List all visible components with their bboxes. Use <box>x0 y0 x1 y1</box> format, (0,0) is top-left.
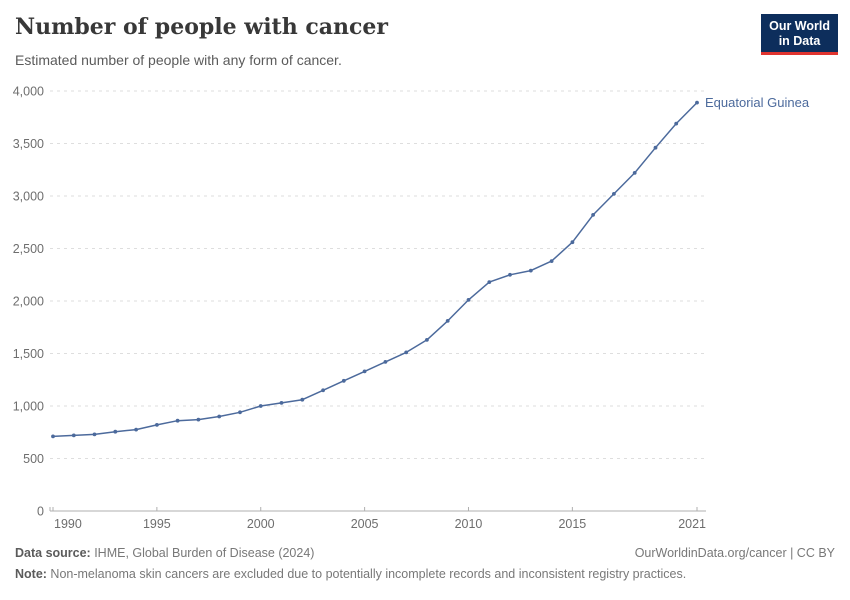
y-tick-label: 1,500 <box>13 347 44 361</box>
data-point[interactable] <box>196 417 201 422</box>
owid-logo-line1: Our World <box>769 19 830 33</box>
y-tick-label: 2,500 <box>13 242 44 256</box>
note-line: Note: Non-melanoma skin cancers are excl… <box>15 567 835 581</box>
y-tick-label: 1,000 <box>13 400 44 414</box>
data-point[interactable] <box>466 298 471 302</box>
data-source-text: IHME, Global Burden of Disease (2024) <box>90 546 315 560</box>
data-point[interactable] <box>155 423 159 427</box>
data-point[interactable] <box>341 378 346 383</box>
data-point[interactable] <box>528 268 533 273</box>
data-point[interactable] <box>487 280 492 284</box>
note-label: Note: <box>15 567 47 581</box>
data-point[interactable] <box>445 319 450 323</box>
data-point[interactable] <box>404 350 409 355</box>
owid-logo[interactable]: Our World in Data <box>761 14 838 55</box>
data-source-line: Data source: IHME, Global Burden of Dise… <box>15 546 314 560</box>
x-tick-label: 2000 <box>247 517 275 531</box>
data-point[interactable] <box>238 410 242 415</box>
chart-footer: Data source: IHME, Global Burden of Dise… <box>15 546 835 581</box>
data-point[interactable] <box>175 418 180 423</box>
y-tick-label: 4,000 <box>13 85 44 99</box>
x-tick-label: 1990 <box>54 517 82 531</box>
data-point[interactable] <box>134 427 139 432</box>
y-tick-label: 3,500 <box>13 137 44 151</box>
data-point[interactable] <box>591 213 595 217</box>
data-point[interactable] <box>258 404 263 408</box>
x-tick-label: 2005 <box>351 517 379 531</box>
chart-subtitle: Estimated number of people with any form… <box>15 52 342 68</box>
data-point[interactable] <box>51 434 55 439</box>
data-source-label: Data source: <box>15 546 91 560</box>
data-point[interactable] <box>653 145 658 150</box>
data-point[interactable] <box>217 414 222 419</box>
data-point[interactable] <box>71 433 76 438</box>
y-tick-label: 0 <box>37 505 44 519</box>
data-point[interactable] <box>508 272 512 277</box>
data-point[interactable] <box>92 432 97 437</box>
x-tick-label: 1995 <box>143 517 171 531</box>
data-point[interactable] <box>570 240 575 245</box>
y-tick-label: 2,000 <box>13 295 44 309</box>
data-line[interactable] <box>52 102 698 438</box>
x-tick-label: 2021 <box>678 517 706 531</box>
data-point[interactable] <box>549 259 554 263</box>
owid-logo-line2: in Data <box>778 34 821 48</box>
data-point[interactable] <box>279 401 284 405</box>
data-point[interactable] <box>362 369 367 374</box>
chart-title: Number of people with cancer <box>15 14 389 40</box>
data-point[interactable] <box>695 100 699 105</box>
x-tick-label: 2010 <box>455 517 483 531</box>
data-point[interactable] <box>321 388 325 393</box>
data-point[interactable] <box>383 360 388 364</box>
data-point[interactable] <box>674 121 679 126</box>
y-tick-label: 3,000 <box>13 190 44 204</box>
data-point[interactable] <box>113 429 118 434</box>
x-tick-label: 2015 <box>558 517 586 531</box>
data-point[interactable] <box>612 192 616 196</box>
y-tick-label: 500 <box>23 452 44 466</box>
note-text: Non-melanoma skin cancers are excluded d… <box>46 567 687 581</box>
data-point[interactable] <box>632 171 637 175</box>
license-link[interactable]: OurWorldinData.org/cancer | CC BY <box>634 546 835 560</box>
data-point[interactable] <box>425 338 429 342</box>
series-end-label[interactable]: Equatorial Guinea <box>705 95 810 110</box>
data-point[interactable] <box>300 397 305 402</box>
line-chart: 0 500 1,000 1,500 2,000 2,500 3,000 3,500 4,000 1… <box>13 85 810 532</box>
